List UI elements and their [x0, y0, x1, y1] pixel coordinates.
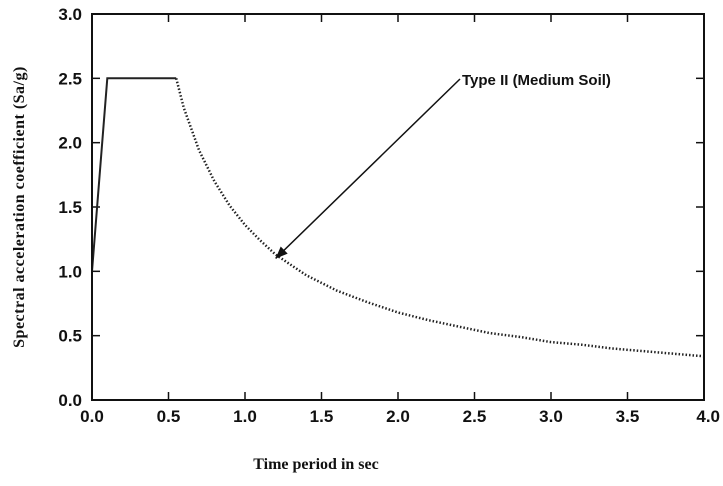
series-line-solid [91, 77, 177, 272]
x-tick-label: 2.0 [386, 407, 410, 426]
x-tick-label: 4.0 [696, 407, 720, 426]
x-tick-label: 3.5 [616, 407, 640, 426]
y-tick-label: 1.0 [58, 262, 82, 281]
series-layer [91, 77, 705, 358]
plot-frame [91, 13, 705, 401]
x-tick-label: 0.5 [157, 407, 181, 426]
x-tick-label: 2.5 [463, 407, 487, 426]
y-tick-label: 0.5 [58, 327, 82, 346]
y-tick-label: 2.5 [58, 69, 82, 88]
y-axis-label: Spectral acceleration coefficient (Sa/g) [11, 66, 28, 348]
y-tick-label: 0.0 [58, 391, 82, 410]
x-tick-label: 3.0 [539, 407, 563, 426]
x-tick-label: 1.0 [233, 407, 257, 426]
x-tick-label: 1.5 [310, 407, 334, 426]
x-axis-ticks: 0.0 0.5 1.0 1.5 2.0 2.5 3.0 3.5 4.0 [80, 14, 720, 426]
y-tick-label: 1.5 [58, 198, 82, 217]
annotation-layer: Type II (Medium Soil) [275, 72, 611, 260]
x-tick-label: 0.0 [80, 407, 104, 426]
annotation-arrow-head [275, 246, 288, 259]
y-tick-label: 3.0 [58, 5, 82, 24]
series-line-dotted [174, 77, 705, 358]
y-tick-label: 2.0 [58, 134, 82, 153]
y-axis-ticks: 0.0 0.5 1.0 1.5 2.0 2.5 3.0 [58, 5, 704, 410]
annotation-label: Type II (Medium Soil) [462, 72, 611, 89]
x-axis-label: Time period in sec [253, 456, 378, 473]
annotation-arrow-line [275, 78, 461, 260]
